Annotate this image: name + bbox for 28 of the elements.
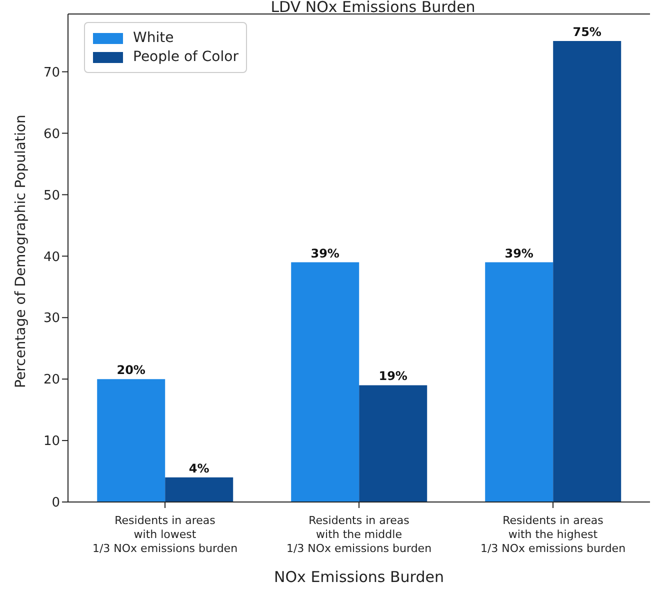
y-tick-label: 10 xyxy=(43,434,60,450)
y-tick-label: 60 xyxy=(43,126,60,142)
data-label: 4% xyxy=(188,461,210,476)
x-tick-label: Residents in areas with the middle 1/3 NOx emissions burden xyxy=(286,514,432,555)
bar xyxy=(553,41,622,502)
data-label: 39% xyxy=(310,246,340,260)
y-tick-label: 30 xyxy=(43,311,60,326)
y-axis-title: Percentage of Demographic Population xyxy=(12,114,29,388)
legend-label: People of Color xyxy=(133,49,238,65)
x-tick-label: Residents in areas with the highest 1/3 NOx emissions burden xyxy=(480,514,626,555)
bar xyxy=(485,262,554,502)
bar xyxy=(165,477,234,502)
chart-title: LDV NOx Emissions Burden xyxy=(270,0,476,16)
y-tick-label: 0 xyxy=(52,496,60,511)
y-tick-label: 20 xyxy=(43,372,60,388)
y-tick-label: 40 xyxy=(43,250,60,265)
data-label: 39% xyxy=(504,246,534,260)
x-axis-title: NOx Emissions Burden xyxy=(274,568,444,586)
legend-label: White xyxy=(133,30,174,46)
y-tick-label: 70 xyxy=(43,65,60,80)
x-tick-label: Residents in areas with lowest 1/3 NOx emissions burden xyxy=(92,514,238,555)
bar xyxy=(97,379,166,502)
y-tick-label: 50 xyxy=(43,188,60,204)
bar xyxy=(291,262,360,502)
data-label: 20% xyxy=(116,363,146,378)
data-label: 19% xyxy=(378,369,408,384)
bar xyxy=(359,385,428,502)
data-label: 75% xyxy=(572,25,602,40)
